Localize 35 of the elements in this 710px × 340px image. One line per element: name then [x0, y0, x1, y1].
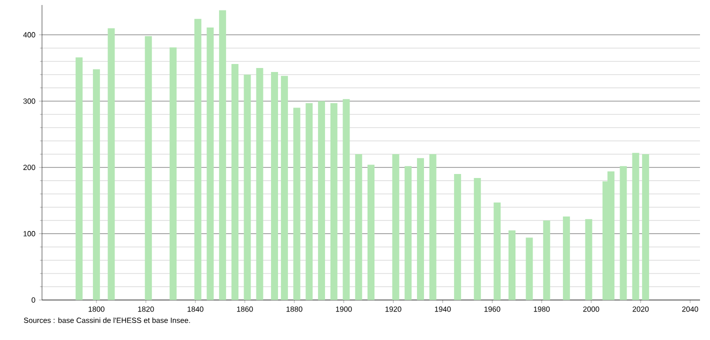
- bar: [92, 69, 100, 300]
- bar: [494, 202, 501, 300]
- bar: [642, 154, 650, 300]
- bar: [474, 178, 481, 300]
- bar: [416, 158, 424, 300]
- bar: [231, 64, 238, 300]
- bar: [562, 216, 570, 300]
- bar: [219, 10, 226, 300]
- bar: [585, 219, 592, 300]
- bar: [620, 166, 627, 300]
- bar: [144, 36, 152, 300]
- bar: [76, 57, 83, 300]
- bar: [330, 103, 338, 300]
- bar: [392, 154, 400, 300]
- bar: [306, 103, 313, 300]
- bar: [271, 72, 278, 300]
- bar: [404, 166, 412, 300]
- bar: [632, 152, 640, 300]
- bar: [108, 28, 115, 300]
- bar: [170, 47, 177, 300]
- bar: [206, 28, 214, 300]
- bar: [355, 154, 362, 300]
- bar: [342, 99, 350, 300]
- bar: [454, 174, 462, 300]
- bar: [194, 18, 202, 300]
- bar: [543, 220, 550, 300]
- bar: [429, 154, 436, 300]
- bar: [508, 230, 516, 300]
- bar: [244, 74, 251, 300]
- bar: [368, 164, 375, 300]
- bar: [256, 68, 264, 300]
- bar: [280, 76, 288, 300]
- bar: [293, 108, 300, 300]
- bar: [526, 238, 533, 300]
- bar: [318, 101, 326, 300]
